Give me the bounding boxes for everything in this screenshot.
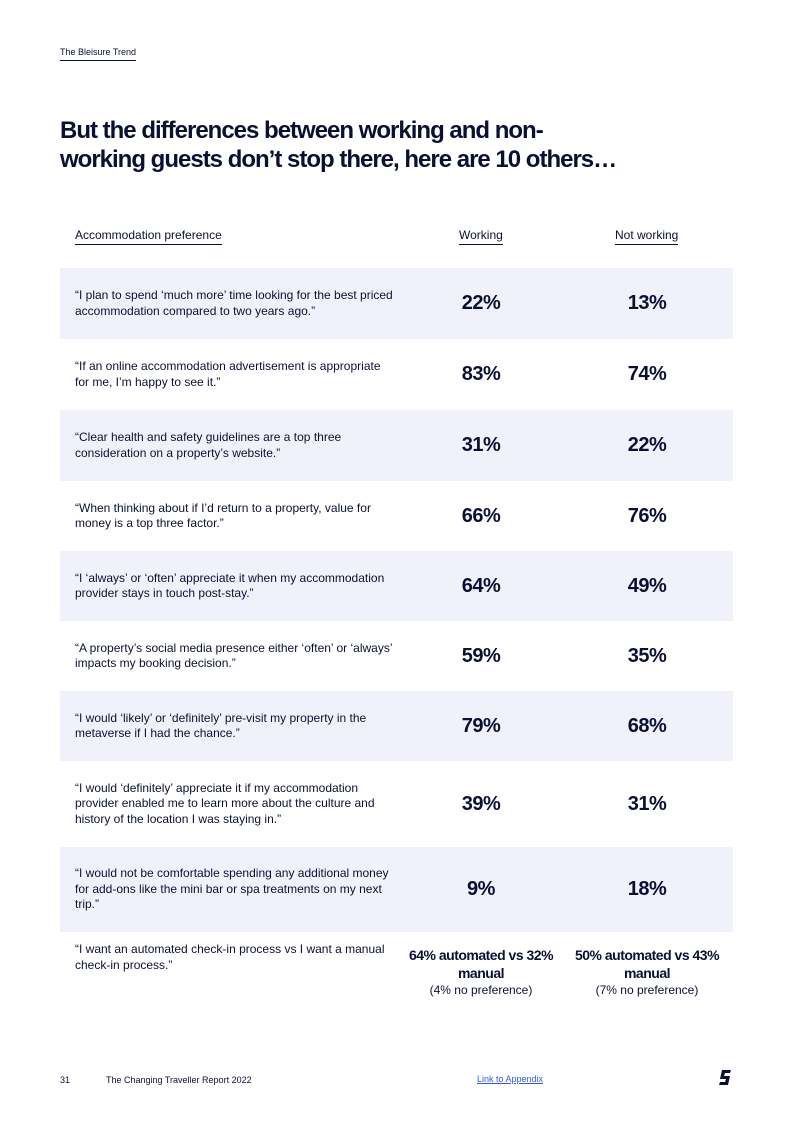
page-title: But the differences between working and … xyxy=(60,117,617,173)
not-working-value: 68% xyxy=(627,714,667,737)
column-header-preference: Accommodation preference xyxy=(75,228,222,245)
working-value: 64% automated vs 32% manual (4% no prefe… xyxy=(401,946,561,998)
working-value: 59% xyxy=(461,644,501,667)
working-value: 83% xyxy=(461,363,501,385)
working-value: 9% xyxy=(467,878,495,900)
row-quote: “A property’s social media presence eith… xyxy=(75,640,393,671)
working-value: 66% xyxy=(461,504,501,527)
table-row: “Clear health and safety guidelines are … xyxy=(60,410,733,481)
not-working-value: 31% xyxy=(627,792,667,815)
comparison-table: “I plan to spend ‘much more’ time lookin… xyxy=(60,268,733,1022)
row-quote: “I ‘always’ or ‘often’ appreciate it whe… xyxy=(75,570,385,601)
column-header-not-working: Not working xyxy=(615,228,679,245)
working-value: 79% xyxy=(461,714,501,737)
working-sub-value: (4% no preference) xyxy=(429,983,533,997)
table-row: “When thinking about if I’d return to a … xyxy=(60,481,733,551)
not-working-value: 13% xyxy=(627,292,667,314)
table-row: “I ‘always’ or ‘often’ appreciate it whe… xyxy=(60,551,733,621)
not-working-value: 74% xyxy=(627,363,667,385)
row-quote: “Clear health and safety guidelines are … xyxy=(75,430,342,460)
table-row: “A property’s social media presence eith… xyxy=(60,621,733,691)
working-value: 22% xyxy=(461,292,501,314)
running-title: The Bleisure Trend xyxy=(60,47,137,61)
table-row: “I would not be comfortable spending any… xyxy=(60,847,733,932)
working-value: 39% xyxy=(461,792,501,815)
row-quote: “I plan to spend ‘much more’ time lookin… xyxy=(75,288,393,318)
not-working-sub-value: (7% no preference) xyxy=(595,983,699,997)
row-quote: “I would ‘likely’ or ‘definitely’ pre-vi… xyxy=(75,710,367,741)
table-row: “I want an automated check-in process vs… xyxy=(60,932,733,1022)
working-value: 31% xyxy=(461,434,501,456)
column-header-working: Working xyxy=(459,228,503,245)
not-working-main-value: 50% automated vs 43% manual xyxy=(574,947,720,981)
not-working-value: 18% xyxy=(627,878,667,900)
table-row: “I plan to spend ‘much more’ time lookin… xyxy=(60,268,733,339)
not-working-value: 35% xyxy=(627,644,667,667)
report-title: The Changing Traveller Report 2022 xyxy=(106,1075,252,1085)
row-quote: “I would not be comfortable spending any… xyxy=(75,866,389,912)
not-working-value: 49% xyxy=(627,574,667,597)
row-quote: “I would ‘definitely’ appreciate it if m… xyxy=(75,780,375,826)
not-working-value: 76% xyxy=(627,504,667,527)
page-number: 31 xyxy=(60,1075,71,1085)
not-working-value: 50% automated vs 43% manual (7% no prefe… xyxy=(567,946,727,998)
working-value: 64% xyxy=(461,574,501,597)
table-row: “I would ‘likely’ or ‘definitely’ pre-vi… xyxy=(60,691,733,761)
appendix-link[interactable]: Link to Appendix xyxy=(477,1074,544,1084)
row-quote: “I want an automated check-in process vs… xyxy=(75,942,385,972)
working-main-value: 64% automated vs 32% manual xyxy=(408,947,554,981)
brand-logo-icon xyxy=(719,1070,731,1085)
row-quote: “If an online accommodation advertisemen… xyxy=(75,359,381,389)
not-working-value: 22% xyxy=(627,434,667,456)
table-row: “If an online accommodation advertisemen… xyxy=(60,339,733,410)
table-row: “I would ‘definitely’ appreciate it if m… xyxy=(60,761,733,847)
row-quote: “When thinking about if I’d return to a … xyxy=(75,500,371,531)
